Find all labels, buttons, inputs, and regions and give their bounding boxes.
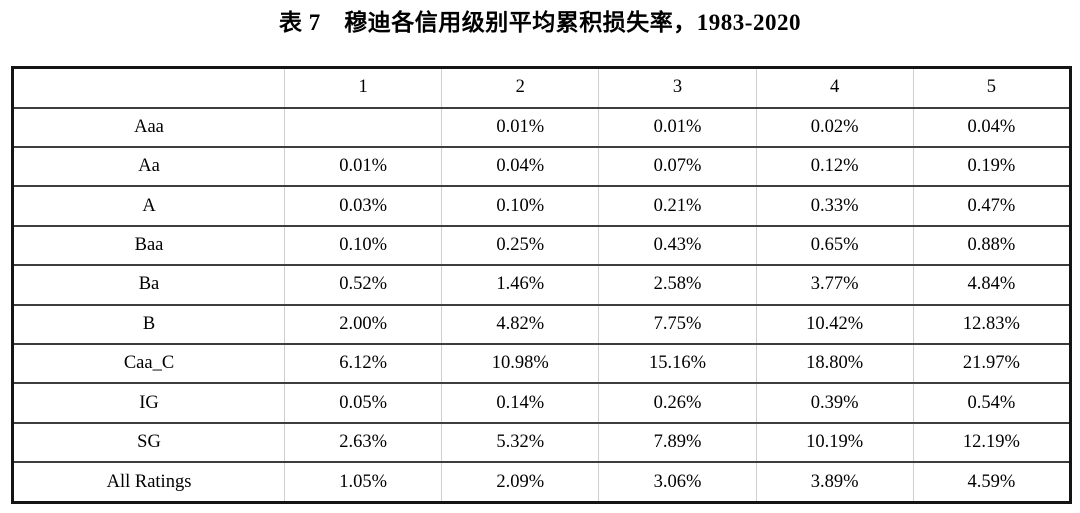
value-cell: 6.12% (283, 342, 442, 384)
value-cell: 0.10% (441, 185, 599, 226)
value-cell: 0.14% (441, 382, 599, 423)
value-cell: 4.82% (441, 303, 599, 344)
value-cell: 10.19% (755, 421, 914, 463)
table-row: Ba 0.52% 1.46% 2.58% 3.77% 4.84% (12, 264, 1071, 305)
value-cell: 7.89% (598, 421, 757, 463)
value-cell: 2.00% (283, 303, 442, 344)
row-label: Baa (12, 224, 285, 266)
value-cell: 0.54% (912, 382, 1071, 423)
table-row: Aaa 0.01% 0.01% 0.02% 0.04% (12, 106, 1071, 148)
value-cell: 0.33% (755, 185, 914, 226)
row-label: SG (12, 421, 285, 463)
table-row: All Ratings 1.05% 2.09% 3.06% 3.89% 4.59% (12, 461, 1071, 503)
column-header-cell: 4 (755, 67, 914, 108)
value-cell: 3.06% (598, 461, 757, 503)
value-cell: 2.63% (283, 421, 442, 463)
value-cell: 0.19% (912, 146, 1071, 187)
value-cell: 7.75% (598, 303, 757, 344)
value-cell: 0.01% (598, 106, 757, 148)
column-header-cell: 3 (598, 67, 757, 108)
row-label: A (12, 185, 285, 226)
value-cell: 3.77% (755, 264, 914, 305)
row-label: B (12, 303, 285, 344)
value-cell: 5.32% (441, 421, 599, 463)
value-cell: 2.58% (598, 264, 757, 305)
value-cell: 0.52% (283, 264, 442, 305)
value-cell: 0.12% (755, 146, 914, 187)
row-label: IG (12, 382, 285, 423)
value-cell: 15.16% (598, 342, 757, 384)
loss-rate-table: 1 2 3 4 5 Aaa 0.01% 0.01% 0.02% 0.04% Aa 0.01% 0.04%… (11, 66, 1072, 504)
value-cell: 1.05% (283, 461, 442, 503)
value-cell: 0.03% (283, 185, 442, 226)
row-label: Aaa (12, 106, 285, 148)
table-row: Baa 0.10% 0.25% 0.43% 0.65% 0.88% (12, 224, 1071, 266)
value-cell: 0.25% (441, 224, 599, 266)
value-cell: 10.98% (441, 342, 599, 384)
value-cell: 0.47% (912, 185, 1071, 226)
table-row: IG 0.05% 0.14% 0.26% 0.39% 0.54% (12, 382, 1071, 423)
value-cell: 3.89% (755, 461, 914, 503)
value-cell: 0.01% (283, 146, 442, 187)
value-cell: 21.97% (912, 342, 1071, 384)
value-cell: 0.39% (755, 382, 914, 423)
value-cell: 0.26% (598, 382, 757, 423)
value-cell: 12.19% (912, 421, 1071, 463)
table-row: Aa 0.01% 0.04% 0.07% 0.12% 0.19% (12, 146, 1071, 187)
value-cell: 0.07% (598, 146, 757, 187)
value-cell: 4.84% (912, 264, 1071, 305)
value-cell: 0.04% (912, 106, 1071, 148)
table-row: SG 2.63% 5.32% 7.89% 10.19% 12.19% (12, 421, 1071, 463)
value-cell: 0.43% (598, 224, 757, 266)
column-header-cell: 1 (283, 67, 442, 108)
value-cell: 0.10% (283, 224, 442, 266)
value-cell: 0.02% (755, 106, 914, 148)
value-cell: 4.59% (912, 461, 1071, 503)
table-row: Caa_C 6.12% 10.98% 15.16% 18.80% 21.97% (12, 342, 1071, 384)
row-label: Ba (12, 264, 285, 305)
row-label: Aa (12, 146, 285, 187)
column-header-cell: 2 (441, 67, 599, 108)
value-cell: 0.21% (598, 185, 757, 226)
value-cell: 0.05% (283, 382, 442, 423)
corner-cell (12, 67, 285, 108)
value-cell: 0.01% (441, 106, 599, 148)
value-cell: 0.88% (912, 224, 1071, 266)
table-body: 1 2 3 4 5 Aaa 0.01% 0.01% 0.02% 0.04% Aa 0.01% 0.04%… (12, 67, 1071, 503)
row-label: All Ratings (12, 461, 285, 503)
value-cell: 0.04% (441, 146, 599, 187)
column-header-cell: 5 (912, 67, 1071, 108)
value-cell: 2.09% (441, 461, 599, 503)
value-cell: 10.42% (755, 303, 914, 344)
value-cell: 18.80% (755, 342, 914, 384)
value-cell: 1.46% (441, 264, 599, 305)
table-row: B 2.00% 4.82% 7.75% 10.42% 12.83% (12, 303, 1071, 344)
value-cell (283, 106, 442, 148)
table-title: 表 7 穆迪各信用级别平均累积损失率，1983-2020 (279, 10, 801, 35)
value-cell: 0.65% (755, 224, 914, 266)
value-cell: 12.83% (912, 303, 1071, 344)
table-row: A 0.03% 0.10% 0.21% 0.33% 0.47% (12, 185, 1071, 226)
row-label: Caa_C (12, 342, 285, 384)
